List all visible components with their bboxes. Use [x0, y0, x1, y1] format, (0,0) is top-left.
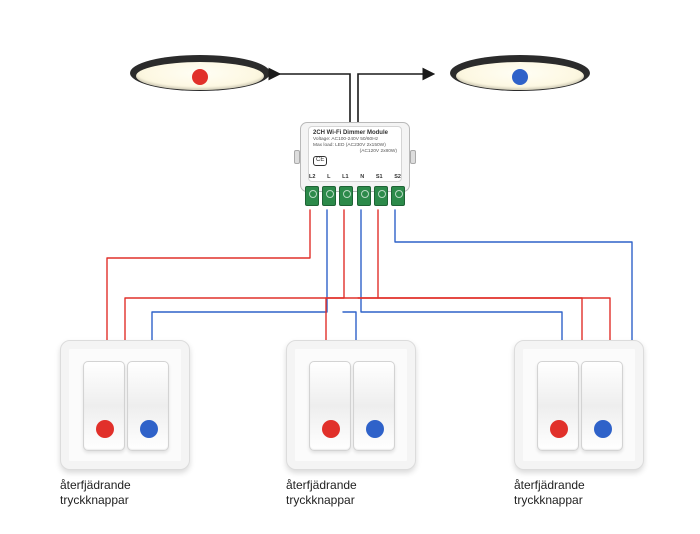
module-clip-right: [410, 150, 416, 164]
ce-mark: CE: [313, 156, 327, 165]
switch-rocker-right[interactable]: [353, 361, 395, 451]
terminal: [322, 186, 336, 206]
ceiling-light-right: [450, 55, 590, 91]
terminal: [391, 186, 405, 206]
switch-rocker-left[interactable]: [537, 361, 579, 451]
rocker-indicator-blue: [140, 420, 158, 438]
wire: [343, 312, 356, 340]
light-indicator-blue: [512, 69, 528, 85]
switch-plate: [286, 340, 416, 470]
terminal-label: L2: [309, 174, 315, 180]
wire: [378, 298, 582, 340]
terminal: [339, 186, 353, 206]
wire: [361, 210, 562, 340]
terminal-label: N: [360, 174, 364, 180]
switch-rocker-left[interactable]: [309, 361, 351, 451]
wifi-dimmer-module: 2CH Wi-Fi Dimmer Module Voltage: AC100-2…: [300, 122, 410, 210]
rocker-indicator-red: [96, 420, 114, 438]
wire: [326, 210, 378, 340]
terminal-block: [305, 186, 405, 208]
rocker-indicator-red: [322, 420, 340, 438]
switch-plate: [60, 340, 190, 470]
wall-switch-3: återfjädrande tryckknappar: [514, 340, 644, 508]
wall-switch-1: återfjädrande tryckknappar: [60, 340, 190, 508]
switch-caption: återfjädrande tryckknappar: [60, 478, 190, 508]
switch-caption: återfjädrande tryckknappar: [514, 478, 644, 508]
terminal: [357, 186, 371, 206]
switch-plate: [514, 340, 644, 470]
wires-group: [107, 210, 632, 340]
terminal: [374, 186, 388, 206]
rocker-indicator-red: [550, 420, 568, 438]
wall-switch-2: återfjädrande tryckknappar: [286, 340, 416, 508]
terminal: [305, 186, 319, 206]
wire: [395, 210, 632, 340]
switch-rocker-right[interactable]: [581, 361, 623, 451]
wire: [152, 210, 327, 340]
rocker-indicator-blue: [594, 420, 612, 438]
ceiling-light-left: [130, 55, 270, 91]
diagram-stage: 2CH Wi-Fi Dimmer Module Voltage: AC100-2…: [0, 0, 700, 534]
rocker-indicator-blue: [366, 420, 384, 438]
terminal-label: S2: [394, 174, 401, 180]
arrow-to-right-light: [358, 74, 432, 122]
terminal-labels: L2 L L1 N S1 S2: [309, 174, 401, 180]
light-indicator-red: [192, 69, 208, 85]
module-maxload: Max load: LED (AC230V 2x150W): [313, 143, 397, 149]
switch-rocker-left[interactable]: [83, 361, 125, 451]
wire: [358, 298, 610, 340]
terminal-label: L: [327, 174, 330, 180]
wire: [125, 210, 344, 340]
arrow-to-left-light: [278, 74, 350, 122]
terminal-label: L1: [342, 174, 348, 180]
switch-caption: återfjädrande tryckknappar: [286, 478, 416, 508]
wire: [107, 210, 310, 340]
terminal-label: S1: [376, 174, 383, 180]
switch-rocker-right[interactable]: [127, 361, 169, 451]
module-maxload-inc: (AC120V 2x80W): [313, 149, 397, 155]
